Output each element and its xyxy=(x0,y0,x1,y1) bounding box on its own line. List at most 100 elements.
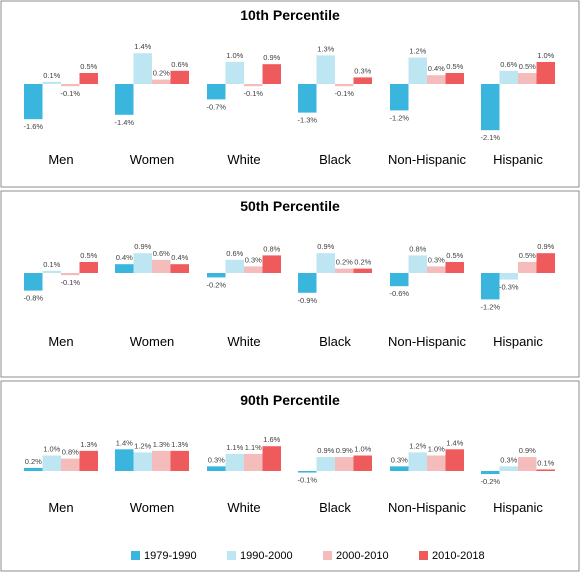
50th-percentile-bar-black-2000-2010 xyxy=(335,268,354,273)
50th-percentile-data-label-men-1990-2000: 0.1% xyxy=(43,260,60,269)
90th-percentile-data-label-white-2000-2010: 1.1% xyxy=(245,443,262,452)
10th-percentile-bar-white-1979-1990 xyxy=(207,84,226,100)
50th-percentile-title: 50th Percentile xyxy=(240,198,340,214)
90th-percentile-bar-non-hispanic-2000-2010 xyxy=(427,455,446,471)
50th-percentile-data-label-white-2000-2010: 0.3% xyxy=(245,255,262,264)
legend-swatch-2010-2018 xyxy=(419,551,428,560)
90th-percentile-bar-white-2010-2018 xyxy=(262,446,281,471)
legend: 1979-1990 1990-2000 2000-2010 2010-2018 xyxy=(131,550,485,562)
50th-percentile-bar-white-1990-2000 xyxy=(225,259,244,273)
90th-percentile-bar-non-hispanic-1990-2000 xyxy=(408,452,427,471)
50th-percentile-data-label-women-2000-2010: 0.6% xyxy=(153,249,170,258)
10th-percentile-bar-women-1979-1990 xyxy=(115,84,134,115)
10th-percentile-data-label-non-hispanic-2000-2010: 0.4% xyxy=(428,64,445,73)
90th-percentile-title: 90th Percentile xyxy=(240,392,340,408)
90th-percentile-bar-non-hispanic-1979-1990 xyxy=(390,466,409,471)
50th-percentile-bar-men-2000-2010 xyxy=(61,273,80,276)
10th-percentile-panel: 10th Percentile-1.6%0.1%-0.1%0.5%Men-1.4… xyxy=(0,0,580,188)
legend-swatch-2000-2010 xyxy=(323,551,332,560)
90th-percentile-bar-women-1979-1990 xyxy=(115,449,134,471)
90th-percentile-data-label-black-1979-1990: -0.1% xyxy=(297,476,317,485)
10th-percentile-data-label-non-hispanic-1979-1990: -1.2% xyxy=(389,113,409,122)
10th-percentile-bar-hispanic-2010-2018 xyxy=(536,62,555,84)
50th-percentile-data-label-non-hispanic-1990-2000: 0.8% xyxy=(409,244,426,253)
10th-percentile-bar-men-1990-2000 xyxy=(42,81,61,84)
50th-percentile-bar-women-2000-2010 xyxy=(152,259,171,273)
50th-percentile-data-label-black-2010-2018: 0.2% xyxy=(354,258,371,267)
legend-label-2010-2018: 2010-2018 xyxy=(432,550,485,562)
10th-percentile-data-label-non-hispanic-2010-2018: 0.5% xyxy=(446,62,463,71)
legend-swatch-1979-1990 xyxy=(131,551,140,560)
50th-percentile-data-label-men-2000-2010: -0.1% xyxy=(60,278,80,287)
10th-percentile-bar-white-1990-2000 xyxy=(225,62,244,84)
10th-percentile-bar-women-2000-2010 xyxy=(152,79,171,84)
50th-percentile-category-label-non-hispanic: Non-Hispanic xyxy=(388,334,467,349)
50th-percentile-data-label-hispanic-2010-2018: 0.9% xyxy=(537,242,554,251)
legend-label-1979-1990: 1979-1990 xyxy=(144,550,197,562)
10th-percentile-bar-hispanic-1990-2000 xyxy=(499,70,518,84)
10th-percentile-data-label-hispanic-1990-2000: 0.6% xyxy=(500,60,517,69)
10th-percentile-data-label-men-1979-1990: -1.6% xyxy=(23,122,43,131)
10th-percentile-bar-black-2000-2010 xyxy=(335,84,354,87)
10th-percentile-bar-hispanic-2000-2010 xyxy=(518,73,537,84)
10th-percentile-bar-hispanic-1979-1990 xyxy=(481,84,500,131)
90th-percentile-data-label-hispanic-1979-1990: -0.2% xyxy=(480,477,500,486)
50th-percentile-data-label-men-2010-2018: 0.5% xyxy=(80,251,97,260)
50th-percentile-category-label-white: White xyxy=(227,334,260,349)
10th-percentile-bar-non-hispanic-2010-2018 xyxy=(445,73,464,84)
50th-percentile-data-label-non-hispanic-2010-2018: 0.5% xyxy=(446,251,463,260)
10th-percentile-category-label-women: Women xyxy=(130,152,175,167)
10th-percentile-category-label-white: White xyxy=(227,152,260,167)
50th-percentile-bar-women-1979-1990 xyxy=(115,264,134,273)
50th-percentile-panel: 50th Percentile -0.8% 0.1%-0.1% 0.5% Men 0.4%… xyxy=(0,190,580,378)
10th-percentile-bar-black-1990-2000 xyxy=(316,55,335,84)
50th-percentile-data-label-black-1979-1990: -0.9% xyxy=(297,296,317,305)
90th-percentile-data-label-non-hispanic-2010-2018: 1.4% xyxy=(446,438,463,447)
90th-percentile-category-label-non-hispanic: Non-Hispanic xyxy=(388,500,467,515)
90th-percentile-panel-frame xyxy=(0,380,580,572)
90th-percentile-data-label-non-hispanic-1990-2000: 1.2% xyxy=(409,441,426,450)
90th-percentile-data-label-hispanic-1990-2000: 0.3% xyxy=(500,455,517,464)
legend-label-2000-2010: 2000-2010 xyxy=(336,550,389,562)
10th-percentile-bar-women-1990-2000 xyxy=(133,53,152,84)
90th-percentile-bar-white-1990-2000 xyxy=(225,453,244,471)
10th-percentile-bar-white-2010-2018 xyxy=(262,64,281,84)
10th-percentile-category-label-black: Black xyxy=(319,152,351,167)
90th-percentile-data-label-black-2000-2010: 0.9% xyxy=(336,446,353,455)
10th-percentile-data-label-black-2000-2010: -0.1% xyxy=(334,89,354,98)
10th-percentile-data-label-white-2000-2010: -0.1% xyxy=(243,89,263,98)
10th-percentile-data-label-women-2010-2018: 0.6% xyxy=(171,60,188,69)
90th-percentile-bar-men-2000-2010 xyxy=(61,458,80,471)
90th-percentile-data-label-non-hispanic-2000-2010: 1.0% xyxy=(428,445,445,454)
10th-percentile-data-label-hispanic-1979-1990: -2.1% xyxy=(480,133,500,142)
50th-percentile-data-label-women-2010-2018: 0.4% xyxy=(171,253,188,262)
10th-percentile-bar-men-2000-2010 xyxy=(61,84,80,87)
50th-percentile-bar-hispanic-1990-2000 xyxy=(499,273,518,280)
90th-percentile-data-label-women-2000-2010: 1.3% xyxy=(153,440,170,449)
90th-percentile-category-label-white: White xyxy=(227,500,260,515)
50th-percentile-data-label-hispanic-1979-1990: -1.2% xyxy=(480,302,500,311)
10th-percentile-data-label-hispanic-2010-2018: 1.0% xyxy=(537,51,554,60)
50th-percentile-data-label-women-1979-1990: 0.4% xyxy=(116,253,133,262)
90th-percentile-data-label-non-hispanic-1979-1990: 0.3% xyxy=(391,455,408,464)
10th-percentile-bar-women-2010-2018 xyxy=(170,70,189,84)
90th-percentile-data-label-white-1990-2000: 1.1% xyxy=(226,443,243,452)
90th-percentile-data-label-black-1990-2000: 0.9% xyxy=(317,446,334,455)
90th-percentile-data-label-men-1990-2000: 1.0% xyxy=(43,445,60,454)
50th-percentile-data-label-white-1979-1990: -0.2% xyxy=(206,280,226,289)
90th-percentile-data-label-hispanic-2000-2010: 0.9% xyxy=(519,446,536,455)
50th-percentile-bar-women-1990-2000 xyxy=(133,253,152,273)
90th-percentile-bar-hispanic-1990-2000 xyxy=(499,466,518,471)
50th-percentile-bar-white-2000-2010 xyxy=(244,266,263,273)
90th-percentile-category-label-men: Men xyxy=(48,500,73,515)
10th-percentile-data-label-hispanic-2000-2010: 0.5% xyxy=(519,62,536,71)
90th-percentile-bar-women-2010-2018 xyxy=(170,450,189,471)
90th-percentile-data-label-hispanic-2010-2018: 0.1% xyxy=(537,458,554,467)
90th-percentile-bar-women-1990-2000 xyxy=(133,452,152,471)
90th-percentile-bar-men-1990-2000 xyxy=(42,455,61,471)
90th-percentile-bar-women-2000-2010 xyxy=(152,450,171,471)
legend-label-1990-2000: 1990-2000 xyxy=(240,550,293,562)
50th-percentile-bar-non-hispanic-1990-2000 xyxy=(408,255,427,273)
